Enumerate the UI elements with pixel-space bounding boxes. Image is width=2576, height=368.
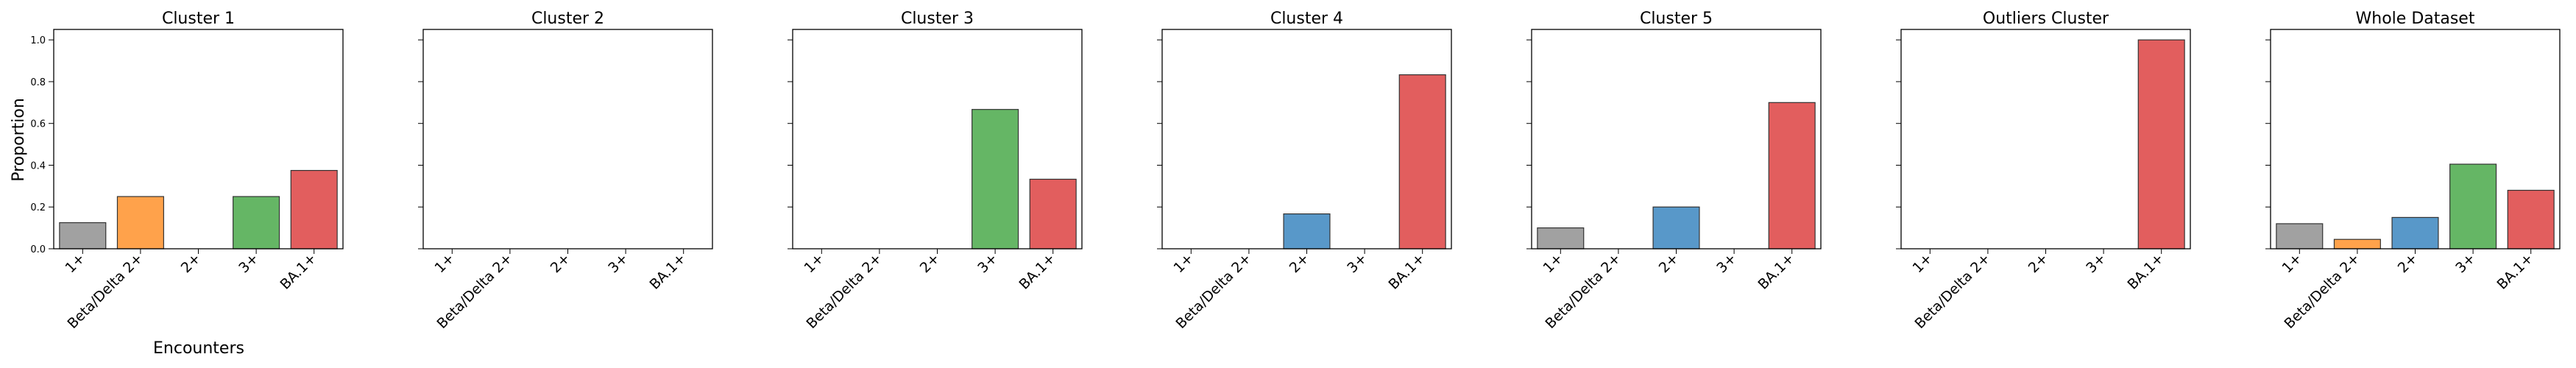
x-axis-label: Encounters bbox=[153, 339, 244, 358]
bar-beta-delta-2 bbox=[116, 196, 164, 250]
y-tick-label: 0.2 bbox=[30, 202, 46, 213]
x-tick-label: 1+ bbox=[1170, 250, 1196, 276]
bar-2 bbox=[2391, 216, 2439, 250]
bar-3 bbox=[972, 109, 1019, 250]
panel-title: Cluster 1 bbox=[162, 10, 235, 28]
panel-title: Cluster 5 bbox=[1640, 10, 1713, 28]
plot-frame bbox=[422, 29, 713, 250]
x-tick-label: 3+ bbox=[2452, 250, 2478, 276]
bar-ba-1 bbox=[1398, 74, 1446, 250]
bar-ba-1 bbox=[2507, 189, 2555, 250]
plot-frame bbox=[1531, 29, 1822, 250]
x-tick-label: 1+ bbox=[2279, 250, 2304, 276]
panel-title: Whole Dataset bbox=[2356, 10, 2475, 28]
x-tick-label: 1+ bbox=[62, 250, 88, 276]
bar-ba-1 bbox=[1768, 102, 1816, 250]
bar-2 bbox=[1283, 213, 1331, 250]
subplot-grid: Cluster 10.00.20.40.60.81.01+Beta/Delta … bbox=[30, 10, 2561, 332]
y-tick-label: 0.0 bbox=[30, 244, 46, 255]
x-tick-label: 2+ bbox=[2025, 250, 2051, 276]
bar-3 bbox=[2449, 163, 2497, 250]
panel-cluster-5: Cluster 51+Beta/Delta 2+ 2+ 3+ BA.1+ bbox=[1526, 10, 1822, 332]
y-tick-label: 0.4 bbox=[30, 160, 46, 171]
y-tick-label: 0.6 bbox=[30, 119, 46, 130]
panel-title: Cluster 2 bbox=[531, 10, 604, 28]
plot-frame bbox=[1161, 29, 1452, 250]
x-tick-label: 3+ bbox=[1344, 250, 1370, 276]
x-tick-label: 3+ bbox=[1713, 250, 1739, 276]
bar-1 bbox=[59, 222, 107, 250]
x-tick-label: BA.1+ bbox=[2124, 250, 2167, 293]
panel-cluster-2: Cluster 21+Beta/Delta 2+ 2+ 3+ BA.1+ bbox=[418, 10, 713, 332]
x-tick-label: 2+ bbox=[1287, 250, 1312, 276]
bar-2 bbox=[1652, 206, 1700, 250]
plot-frame bbox=[792, 29, 1083, 250]
x-tick-label: BA.1+ bbox=[277, 250, 319, 293]
x-tick-label: 2+ bbox=[548, 250, 573, 276]
panel-title: Cluster 4 bbox=[1270, 10, 1343, 28]
x-tick-label: 2+ bbox=[917, 250, 943, 276]
x-tick-label: 3+ bbox=[236, 250, 261, 276]
x-tick-label: 3+ bbox=[605, 250, 631, 276]
bar-1 bbox=[1537, 227, 1585, 250]
bar-ba-1 bbox=[290, 169, 338, 250]
plot-frame bbox=[2270, 29, 2561, 250]
x-tick-label: BA.1+ bbox=[1016, 250, 1058, 293]
x-tick-label: 2+ bbox=[1656, 250, 1682, 276]
x-tick-label: BA.1+ bbox=[646, 250, 689, 293]
x-tick-label: 1+ bbox=[431, 250, 457, 276]
y-axis-label: Proportion bbox=[10, 98, 28, 182]
panel-title: Cluster 3 bbox=[901, 10, 974, 28]
panel-title: Outliers Cluster bbox=[1983, 10, 2109, 28]
panel-cluster-3: Cluster 31+Beta/Delta 2+ 2+ 3+ BA.1+ bbox=[788, 10, 1083, 332]
x-tick-label: 3+ bbox=[974, 250, 1000, 276]
x-tick-label: BA.1+ bbox=[1755, 250, 1797, 293]
x-tick-label: 1+ bbox=[1540, 250, 1565, 276]
x-tick-label: BA.1+ bbox=[2494, 250, 2536, 293]
bar-3 bbox=[233, 196, 280, 250]
plot-frame bbox=[1900, 29, 2191, 250]
panel-cluster-4: Cluster 41+Beta/Delta 2+ 2+ 3+ BA.1+ bbox=[1157, 10, 1452, 332]
bar-beta-delta-2 bbox=[2333, 238, 2381, 250]
bar-ba-1 bbox=[2137, 39, 2185, 250]
plot-frame bbox=[53, 29, 344, 250]
x-tick-label: 1+ bbox=[1909, 250, 1935, 276]
x-tick-label: 2+ bbox=[178, 250, 204, 276]
bar-ba-1 bbox=[1029, 178, 1077, 250]
x-tick-label: BA.1+ bbox=[1385, 250, 1428, 293]
panel-cluster-1: Cluster 10.00.20.40.60.81.01+Beta/Delta … bbox=[30, 10, 344, 332]
x-tick-label: 2+ bbox=[2395, 250, 2421, 276]
x-tick-label: 1+ bbox=[801, 250, 827, 276]
y-tick-label: 1.0 bbox=[30, 35, 46, 46]
x-tick-label: 3+ bbox=[2083, 250, 2109, 276]
y-tick-label: 0.8 bbox=[30, 77, 46, 88]
bar-1 bbox=[2276, 223, 2324, 250]
